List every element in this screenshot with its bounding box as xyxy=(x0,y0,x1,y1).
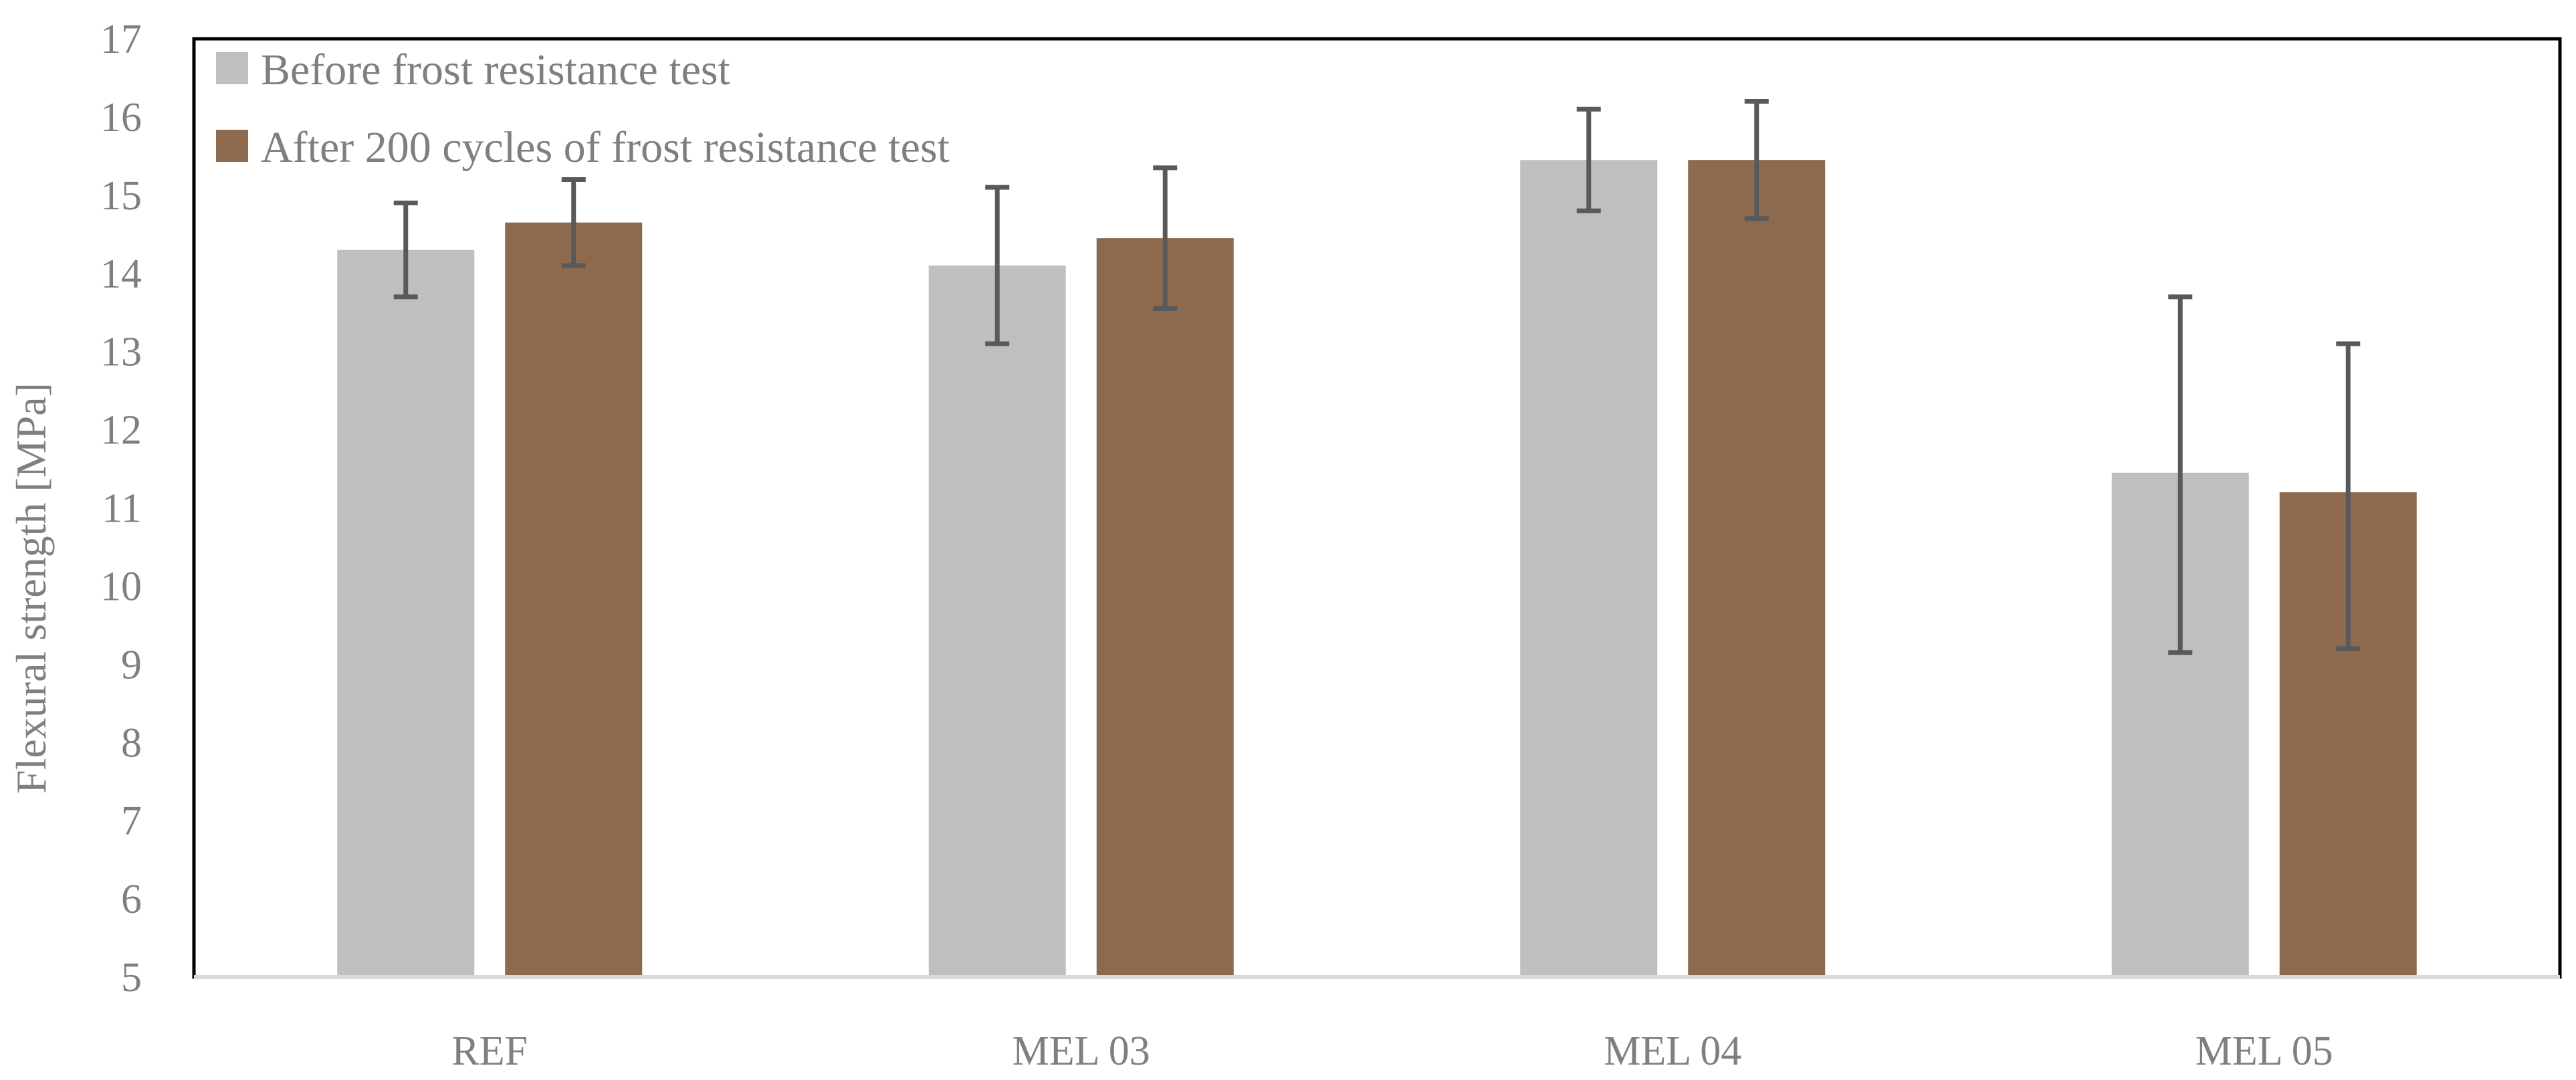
y-tick-label: 11 xyxy=(102,486,142,532)
x-tick-label: REF xyxy=(451,1029,528,1074)
y-axis-ticks: 5 6 7 8 9 10 11 12 13 14 15 16 17 xyxy=(100,17,142,1000)
bars xyxy=(337,160,2417,978)
y-tick-label: 16 xyxy=(100,95,142,140)
error-bar xyxy=(2336,341,2361,651)
x-tick-label: MEL 03 xyxy=(1012,1029,1150,1074)
bar xyxy=(1688,160,1826,978)
error-bar xyxy=(1153,165,1178,311)
x-tick-label: MEL 05 xyxy=(2195,1029,2333,1074)
y-tick-label: 5 xyxy=(121,955,142,1000)
y-tick-label: 6 xyxy=(121,877,142,922)
y-axis-title: Flexural strength [MPa] xyxy=(7,383,55,794)
error-bar xyxy=(985,185,1010,346)
x-axis-ticks: REF MEL 03 MEL 04 MEL 05 xyxy=(451,1029,2333,1074)
y-tick-label: 10 xyxy=(100,564,142,609)
x-tick-label: MEL 04 xyxy=(1604,1029,1741,1074)
error-bar xyxy=(393,201,418,300)
y-tick-label: 15 xyxy=(100,173,142,219)
error-bar xyxy=(1744,99,1769,221)
error-bar xyxy=(561,177,586,268)
error-bar xyxy=(2168,294,2193,655)
y-tick-label: 12 xyxy=(100,408,142,453)
error-bar xyxy=(1576,106,1601,213)
legend-label-after: After 200 cycles of frost resistance tes… xyxy=(261,123,950,172)
bar xyxy=(505,222,643,978)
bar xyxy=(337,249,475,977)
legend: Before frost resistance test After 200 c… xyxy=(216,45,950,172)
y-tick-label: 8 xyxy=(121,720,142,766)
error-bars xyxy=(393,99,2361,655)
legend-swatch-before xyxy=(216,52,248,84)
y-tick-label: 17 xyxy=(100,17,142,62)
bar xyxy=(1096,238,1234,978)
y-tick-label: 7 xyxy=(121,798,142,844)
legend-swatch-after xyxy=(216,130,248,162)
y-tick-label: 14 xyxy=(100,251,142,297)
y-tick-label: 13 xyxy=(100,330,142,375)
bar xyxy=(928,265,1066,977)
bar xyxy=(1520,160,1658,978)
y-tick-label: 9 xyxy=(121,642,142,687)
legend-label-before: Before frost resistance test xyxy=(261,45,730,94)
